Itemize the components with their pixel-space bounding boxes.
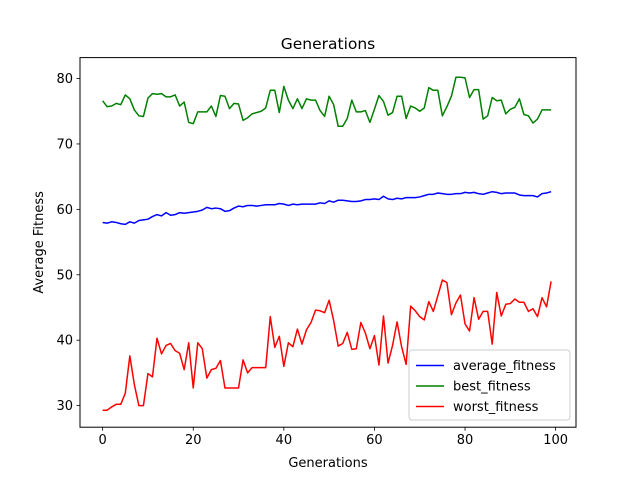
- x-axis-title: Generations: [288, 456, 368, 471]
- legend-label-worst_fitness: worst_fitness: [453, 400, 539, 415]
- series-line-best_fitness: [102, 76, 552, 128]
- x-tick-label: 40: [276, 433, 293, 448]
- x-tick-label: 100: [543, 433, 568, 448]
- ticks-layer: 0 20 40 60 80 100 30 40 50 60 70 80: [56, 72, 568, 448]
- legend: average_fitness best_fitness worst_fitness: [408, 349, 571, 421]
- x-tick-label: 0: [99, 433, 107, 448]
- y-axis-title: Average Fitness: [32, 191, 47, 294]
- y-tick-label: 50: [56, 268, 73, 283]
- legend-items: average_fitness best_fitness worst_fitness: [416, 359, 556, 415]
- y-tick-label: 40: [56, 334, 73, 349]
- chart-title: Generations: [281, 35, 376, 53]
- x-tick-label: 60: [366, 433, 383, 448]
- y-tick-label: 70: [56, 137, 73, 152]
- legend-label-average_fitness: average_fitness: [453, 359, 556, 374]
- y-tick-label: 60: [56, 203, 73, 218]
- y-tick-label: 80: [56, 72, 73, 87]
- series-line-worst_fitness: [102, 279, 552, 411]
- series-line-average_fitness: [102, 190, 552, 226]
- y-tick-label: 30: [56, 399, 73, 414]
- legend-box: [408, 349, 571, 421]
- plot-frame: [79, 57, 577, 428]
- legend-label-best_fitness: best_fitness: [453, 380, 531, 395]
- x-tick-label: 20: [185, 433, 202, 448]
- series-layer: [102, 76, 552, 411]
- x-tick-label: 80: [457, 433, 474, 448]
